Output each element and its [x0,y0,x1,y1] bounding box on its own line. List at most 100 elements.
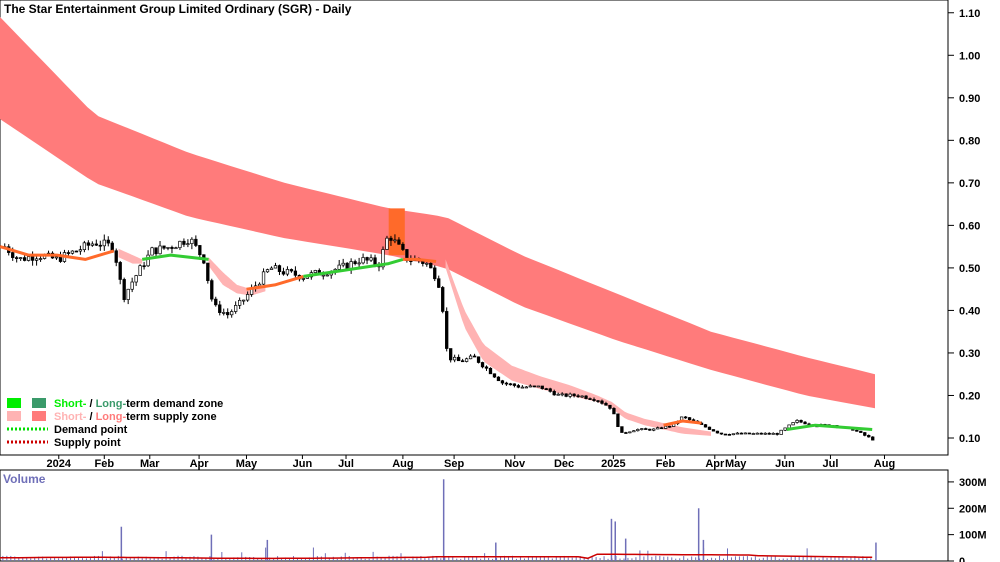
trend-line [246,274,304,291]
x-tick-label: Jun [775,458,795,470]
candle-body [54,256,59,259]
candle-body [476,356,481,363]
candle-body [222,312,226,314]
candle-body [731,433,736,436]
candle-body [34,258,39,261]
candle-body [142,265,146,268]
x-tick-label: Jun [293,458,313,470]
candle-body [644,428,648,430]
candle-body [82,242,87,251]
candle-body [234,305,238,312]
candle-body [381,249,385,268]
candle-body [759,432,763,435]
candle-body [652,428,656,431]
candle-body [114,250,118,263]
candle-body [648,428,652,431]
candle-body [723,433,728,436]
volume-tick-label: 0 [959,556,965,562]
x-tick-label: Aug [392,458,413,470]
candle-body [576,395,580,398]
candle-body [361,257,365,264]
trend-line [786,423,873,431]
candle-body [437,278,441,288]
candle-body [30,256,35,261]
x-tick-label: Mar [140,458,160,470]
candle-body [791,422,795,426]
legend-supply-zone-label: Short- / Long-term supply zone [54,411,217,423]
candle-body [265,269,270,273]
volume-title: Volume [3,472,46,486]
candle-body [552,391,556,396]
candle-body [78,249,83,252]
candle-body [182,240,186,245]
candle-body [743,432,747,435]
candle-body [281,271,286,275]
legend-long-label: Long- [96,398,127,410]
price-tick-label: 0.70 [959,178,980,190]
candle-body [775,433,779,435]
x-tick-label: Apr [190,458,210,470]
candle-body [218,304,222,313]
candle-body [126,288,130,300]
legend-short-supply-swatch [7,411,21,421]
candle-body [787,424,791,429]
x-tick-label: Sep [444,458,464,470]
x-tick-label: Apr [705,458,725,470]
candle-body [429,262,433,269]
candle-body [301,278,306,280]
candle-body [520,386,524,389]
candle-body [779,429,783,435]
candle-body [640,428,644,430]
candle-body [373,257,377,265]
candle-body [536,385,540,388]
candle-body [468,355,473,360]
candle-body [795,419,799,423]
candle-body [719,432,724,435]
candle-body [425,262,429,265]
x-tick-label: Jul [822,458,838,470]
zones-layer [0,17,875,436]
short-term-supply-zone [208,257,266,296]
candle-body [210,280,214,300]
volume-tick-label: 100M [959,530,987,542]
candle-body [186,243,190,245]
volume-tick-label: 200M [959,503,987,515]
price-tick-label: 0.60 [959,220,980,232]
x-tick-label: Dec [554,458,574,470]
candle-body [285,269,290,275]
candle-body [464,358,469,362]
candle-body [735,432,740,435]
candle-body [238,299,242,306]
candle-body [325,274,329,277]
candle-body [608,404,612,409]
legend-long-label: Long- [96,411,127,423]
legend-separator: / [86,398,95,410]
volume-average-line [0,553,873,560]
price-tick-label: 0.40 [959,305,980,317]
candle-body [616,413,620,427]
candle-body [544,388,548,390]
candle-body [500,380,505,384]
candle-body [711,429,716,432]
trend-line [141,253,209,261]
chart-title: The Star Entertainment Group Limited Ord… [4,2,352,16]
long-term-supply-zone [0,17,875,409]
candle-body [449,348,453,361]
candle-body [516,385,521,388]
candle-body [687,417,692,421]
candle-body [751,433,755,435]
candle-body [492,373,497,378]
legend-demand-zone-label: Short- / Long-term demand zone [54,398,223,410]
price-tick-label: 0.30 [959,348,980,360]
candle-body [727,433,732,436]
candle-body [588,398,592,400]
candle-body [226,312,230,316]
candle-body [528,385,532,388]
candle-body [138,265,142,276]
x-tick-label: Feb [94,458,114,470]
candle-body [337,264,341,270]
volume-panel: Volume [0,469,949,562]
candle-body [58,256,63,262]
legend-zone-text: term demand zone [126,398,223,410]
candle-body [98,244,102,247]
